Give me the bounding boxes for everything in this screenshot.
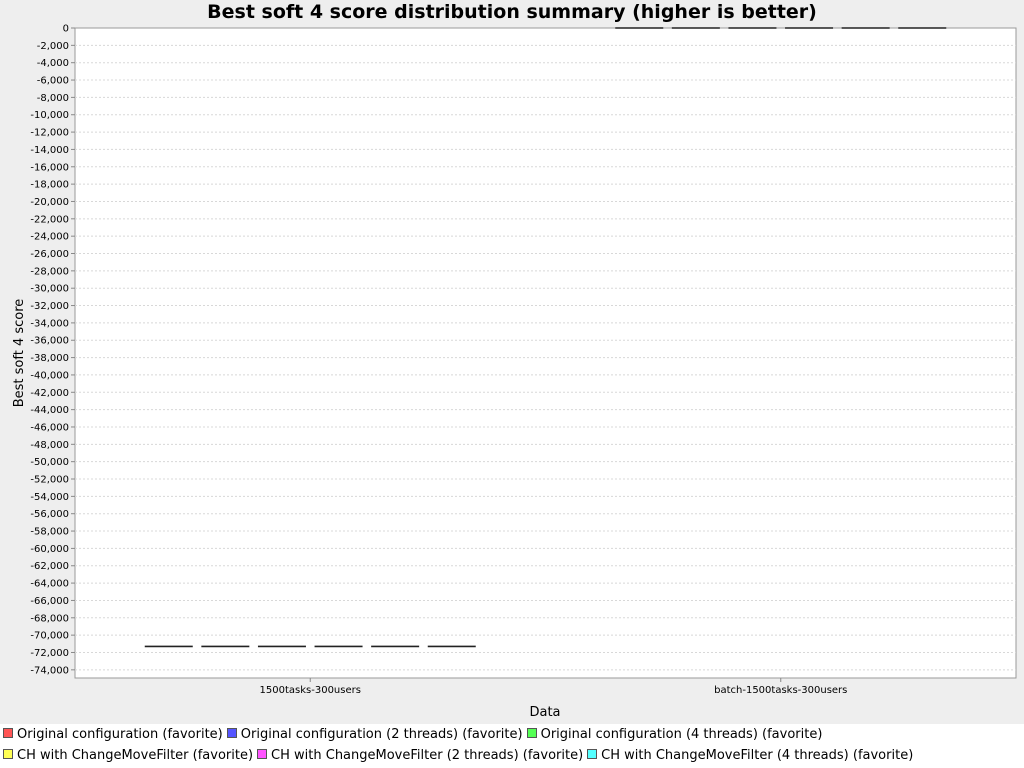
y-tick-label: -32,000 [30, 301, 69, 312]
y-tick-label: -12,000 [30, 128, 69, 139]
y-tick-label: -36,000 [30, 336, 69, 347]
legend-swatch [226, 728, 237, 738]
y-tick-label: -14,000 [30, 145, 69, 156]
y-tick-label: -28,000 [30, 266, 69, 277]
legend-label: Original configuration (2 threads) (favo… [240, 727, 523, 742]
legend-label: Original configuration (favorite) [17, 727, 223, 742]
y-tick-label: 0 [63, 24, 69, 35]
y-tick-label: -40,000 [30, 370, 69, 381]
y-tick-label: -74,000 [30, 665, 69, 676]
legend-row: Original configuration (favorite) Origina… [3, 727, 826, 742]
legend-item: CH with ChangeMoveFilter (2 threads) (fa… [257, 748, 583, 763]
y-tick-label: -60,000 [30, 544, 69, 555]
legend-swatch [3, 749, 13, 759]
x-category-label: batch-1500tasks-300users [714, 685, 847, 696]
y-tick-label: -52,000 [30, 475, 69, 486]
y-tick-label: -10,000 [30, 110, 69, 121]
y-tick-label: -34,000 [30, 318, 69, 329]
y-tick-label: -58,000 [30, 527, 69, 538]
y-tick-label: -20,000 [30, 197, 69, 208]
legend-row: CH with ChangeMoveFilter (favorite) CH wi… [3, 748, 917, 763]
y-tick-label: -44,000 [30, 405, 69, 416]
x-category-label: 1500tasks-300users [260, 685, 361, 696]
legend-swatch [587, 749, 598, 759]
y-tick-label: -2,000 [37, 41, 69, 52]
legend-item: CH with ChangeMoveFilter (4 threads) (fa… [587, 748, 913, 763]
y-tick-label: -24,000 [30, 232, 69, 243]
y-axis-title: Best soft 4 score [12, 299, 27, 408]
y-tick-label: -6,000 [37, 76, 69, 87]
legend-swatch [257, 749, 268, 759]
legend-swatch [3, 728, 13, 738]
legend-label: CH with ChangeMoveFilter (2 threads) (fa… [271, 748, 584, 763]
legend-label: CH with ChangeMoveFilter (4 threads) (fa… [601, 748, 914, 763]
y-tick-label: -50,000 [30, 457, 69, 468]
y-tick-label: -30,000 [30, 284, 69, 295]
y-tick-label: -56,000 [30, 509, 69, 520]
legend-swatch [526, 728, 537, 738]
y-tick-label: -26,000 [30, 249, 69, 260]
series-marks [144, 27, 947, 648]
y-tick-label: -8,000 [37, 93, 69, 104]
y-axis-ticks: 0 -2,000 -4,000 -6,000 -8,000 -10,000 -12,000 -… [30, 24, 75, 676]
grid-lines [75, 44, 1016, 671]
plot-area [74, 27, 1017, 679]
y-tick-label: -72,000 [30, 648, 69, 659]
legend-item: Original configuration (2 threads) (favo… [226, 727, 523, 742]
y-tick-label: -4,000 [37, 58, 69, 69]
chart-title: Best soft 4 score distribution summary (… [207, 1, 817, 23]
legend-item: Original configuration (favorite) [3, 727, 223, 742]
x-axis-categories: 1500tasks-300users batch-1500tasks-300use… [260, 678, 847, 696]
y-tick-label: -38,000 [30, 353, 69, 364]
y-tick-label: -48,000 [30, 440, 69, 451]
legend-label: CH with ChangeMoveFilter (favorite) [17, 748, 254, 763]
y-tick-label: -68,000 [30, 613, 69, 624]
legend: Original configuration (favorite) Origina… [0, 724, 1024, 768]
y-tick-label: -54,000 [30, 492, 69, 503]
legend-label: Original configuration (4 threads) (favo… [540, 727, 823, 742]
y-tick-label: -64,000 [30, 579, 69, 590]
y-tick-label: -16,000 [30, 162, 69, 173]
y-tick-label: -42,000 [30, 388, 69, 399]
y-tick-label: -22,000 [30, 214, 69, 225]
x-axis-title: Data [529, 705, 560, 720]
legend-item: CH with ChangeMoveFilter (favorite) [3, 748, 253, 763]
y-tick-label: -18,000 [30, 180, 69, 191]
legend-item: Original configuration (4 threads) (favo… [526, 727, 823, 742]
y-tick-label: -70,000 [30, 631, 69, 642]
y-tick-label: -66,000 [30, 596, 69, 607]
y-tick-label: -62,000 [30, 561, 69, 572]
box-chart: 0 -2,000 -4,000 -6,000 -8,000 -10,000 -12,000 -… [12, 24, 1017, 720]
y-tick-label: -46,000 [30, 422, 69, 433]
